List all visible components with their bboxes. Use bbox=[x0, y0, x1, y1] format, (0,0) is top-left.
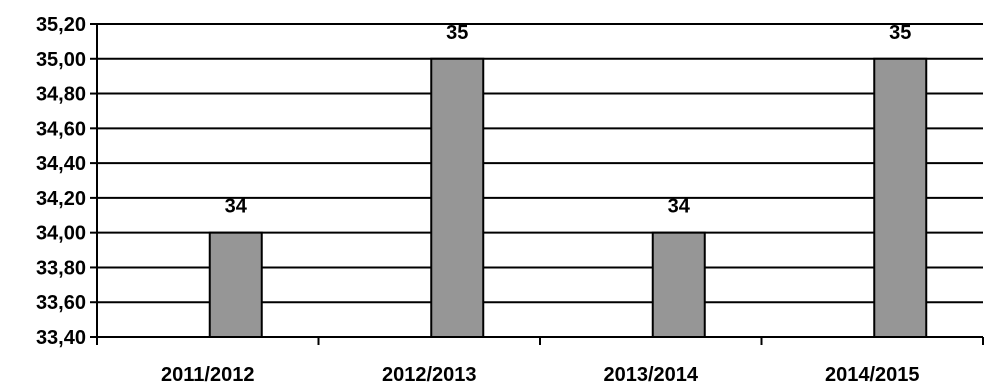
data-label: 34 bbox=[225, 196, 248, 218]
data-label: 35 bbox=[446, 22, 468, 44]
y-tick-label: 35,20 bbox=[36, 14, 86, 36]
y-tick-label: 33,60 bbox=[36, 292, 86, 314]
y-tick-label: 33,40 bbox=[36, 327, 86, 349]
x-tick-label: 2011/2012 bbox=[161, 364, 254, 386]
bar bbox=[873, 57, 928, 339]
y-tick-label: 34,40 bbox=[36, 153, 86, 175]
data-label: 34 bbox=[668, 196, 691, 218]
x-tick-label: 2012/2013 bbox=[382, 364, 477, 386]
data-labels: 34 35 34 35 bbox=[225, 22, 912, 218]
y-tick-label: 34,00 bbox=[36, 223, 86, 245]
y-tick-labels: 33,40 33,60 33,80 34,00 34,20 34,40 34,60 34,80… bbox=[36, 14, 86, 349]
axes bbox=[90, 23, 984, 345]
bar bbox=[208, 231, 263, 339]
bar bbox=[430, 57, 485, 339]
y-tick-label: 34,80 bbox=[36, 84, 86, 106]
bars bbox=[208, 57, 928, 339]
y-tick-label: 35,00 bbox=[36, 49, 86, 71]
bar bbox=[651, 231, 706, 339]
x-tick-label: 2013/2014 bbox=[603, 364, 698, 386]
x-tick-labels: 2011/2012 2012/2013 2013/2014 2014/2015 bbox=[161, 364, 919, 386]
data-label: 35 bbox=[889, 22, 911, 44]
y-tick-label: 34,60 bbox=[36, 118, 86, 140]
x-tick-label: 2014/2015 bbox=[825, 364, 920, 386]
y-tick-label: 33,80 bbox=[36, 257, 86, 279]
y-tick-label: 34,20 bbox=[36, 188, 86, 210]
